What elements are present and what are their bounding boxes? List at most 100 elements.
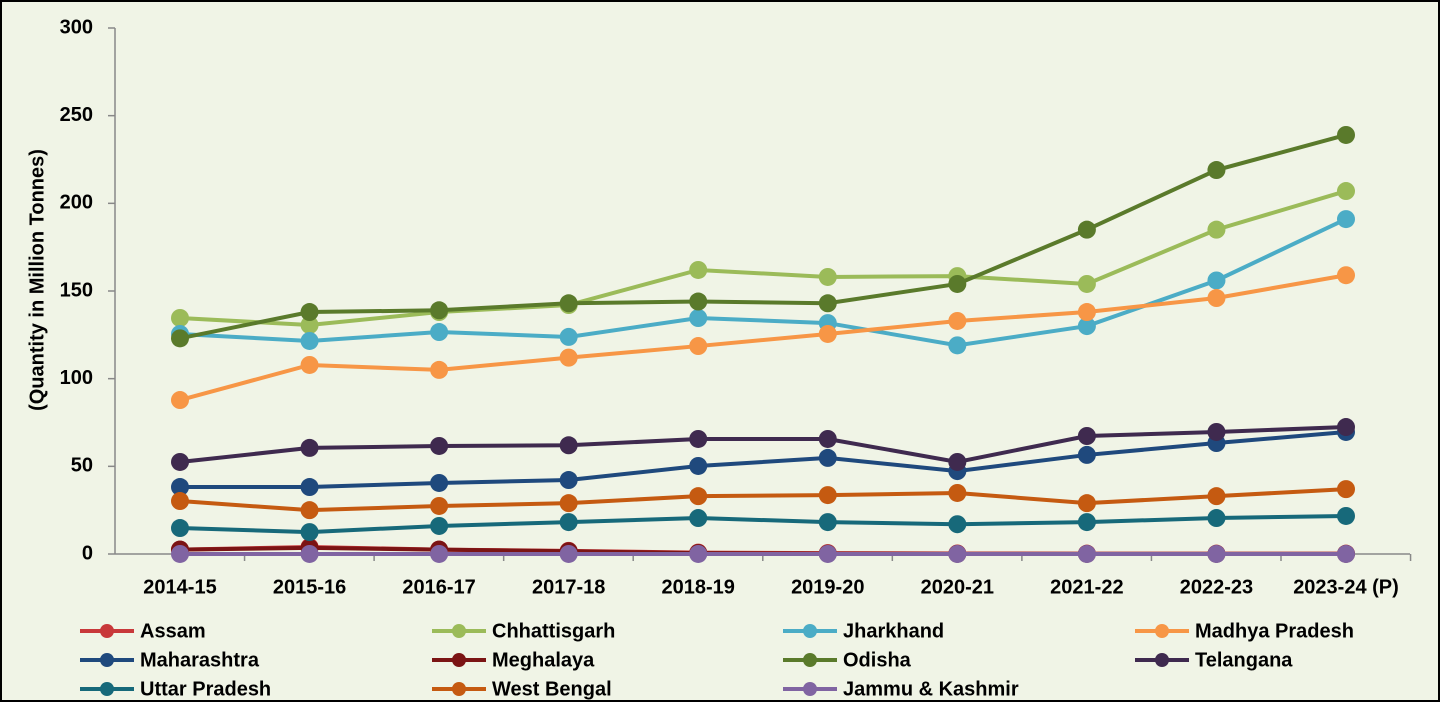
data-point — [948, 483, 967, 502]
series-line — [180, 429, 1347, 490]
data-point — [818, 429, 837, 448]
x-tick-label: 2014-15 — [143, 576, 216, 598]
legend-label: Meghalaya — [492, 649, 595, 671]
data-point — [300, 438, 319, 457]
data-point — [948, 544, 967, 563]
data-point — [689, 544, 708, 563]
legend-label: Odisha — [843, 649, 912, 671]
data-point — [818, 324, 837, 343]
legend-label: Jharkhand — [843, 620, 944, 642]
x-tick-label: 2019-20 — [791, 576, 864, 598]
data-point — [1077, 445, 1096, 464]
data-point — [818, 513, 837, 532]
data-point — [559, 436, 578, 455]
data-point — [559, 294, 578, 313]
data-point — [948, 311, 967, 330]
data-point — [171, 391, 189, 410]
series-line — [179, 425, 1347, 464]
data-point — [559, 494, 578, 513]
data-point — [1077, 220, 1096, 239]
data-point — [689, 456, 708, 475]
x-tick-label: 2023-24 (P) — [1293, 576, 1399, 598]
data-point — [171, 544, 189, 563]
data-point — [559, 513, 578, 532]
data-point — [818, 294, 837, 313]
data-point — [559, 544, 578, 563]
data-point — [1207, 271, 1226, 290]
data-point — [1337, 182, 1355, 201]
data-point — [689, 487, 708, 506]
legend-label: Uttar Pradesh — [140, 678, 271, 700]
legend-label: Jammu & Kashmir — [843, 678, 1019, 700]
y-axis-label: (Quantity in Million Tonnes) — [26, 149, 48, 411]
data-point — [1077, 427, 1096, 446]
data-point — [1207, 422, 1226, 441]
data-point — [1077, 513, 1096, 532]
data-point — [171, 519, 189, 538]
data-point — [430, 516, 449, 535]
data-point — [948, 452, 967, 471]
data-point — [948, 274, 967, 293]
data-point — [1077, 317, 1096, 336]
data-point — [1337, 266, 1355, 285]
legend-marker — [803, 624, 817, 638]
data-point — [1207, 161, 1226, 180]
data-point — [171, 309, 189, 328]
data-point — [430, 301, 449, 320]
data-point — [430, 360, 449, 379]
data-point — [1207, 220, 1226, 239]
x-tick-label: 2015-16 — [273, 576, 346, 598]
data-point — [300, 331, 319, 350]
data-point — [1337, 480, 1355, 499]
data-point — [1337, 506, 1355, 525]
data-point — [818, 544, 837, 563]
legend-marker — [452, 624, 466, 638]
legend-marker — [100, 653, 114, 667]
data-point — [300, 501, 319, 520]
legend-marker — [452, 682, 466, 696]
data-point — [171, 492, 189, 511]
legend-marker — [803, 682, 817, 696]
x-tick-label: 2016-17 — [402, 576, 475, 598]
data-point — [300, 303, 319, 322]
data-point — [818, 267, 837, 286]
data-point — [1207, 487, 1226, 506]
legend-label: Madhya Pradesh — [1195, 620, 1354, 642]
data-point — [300, 316, 319, 335]
data-point — [1337, 418, 1355, 437]
data-point — [689, 429, 708, 448]
legend-label: Assam — [140, 620, 206, 642]
legend-marker — [452, 653, 466, 667]
data-point — [430, 323, 449, 342]
legend-marker — [100, 624, 114, 638]
y-tick-label: 0 — [82, 542, 93, 564]
data-point — [1077, 303, 1096, 322]
data-point — [430, 436, 449, 455]
data-point — [689, 309, 708, 328]
data-point — [1077, 494, 1096, 513]
data-point — [689, 509, 708, 528]
series-line — [179, 133, 1347, 341]
y-tick-label: 100 — [60, 367, 93, 389]
data-point — [818, 448, 837, 467]
legend-label: Chhattisgarh — [492, 620, 615, 642]
legend-marker — [100, 682, 114, 696]
x-tick-label: 2018-19 — [662, 576, 735, 598]
data-point — [171, 452, 189, 471]
data-point — [689, 260, 708, 279]
data-point — [1207, 289, 1226, 308]
data-point — [948, 336, 967, 355]
y-tick-label: 50 — [71, 455, 93, 477]
data-point — [1337, 544, 1355, 563]
data-point — [430, 496, 449, 515]
x-tick-label: 2021-22 — [1050, 576, 1123, 598]
data-point — [689, 337, 708, 356]
legend-marker — [1155, 653, 1169, 667]
data-point — [1337, 125, 1355, 144]
data-point — [559, 327, 578, 346]
series-line — [179, 487, 1347, 513]
x-tick-label: 2022-23 — [1180, 576, 1253, 598]
x-tick-label: 2020-21 — [921, 576, 994, 598]
